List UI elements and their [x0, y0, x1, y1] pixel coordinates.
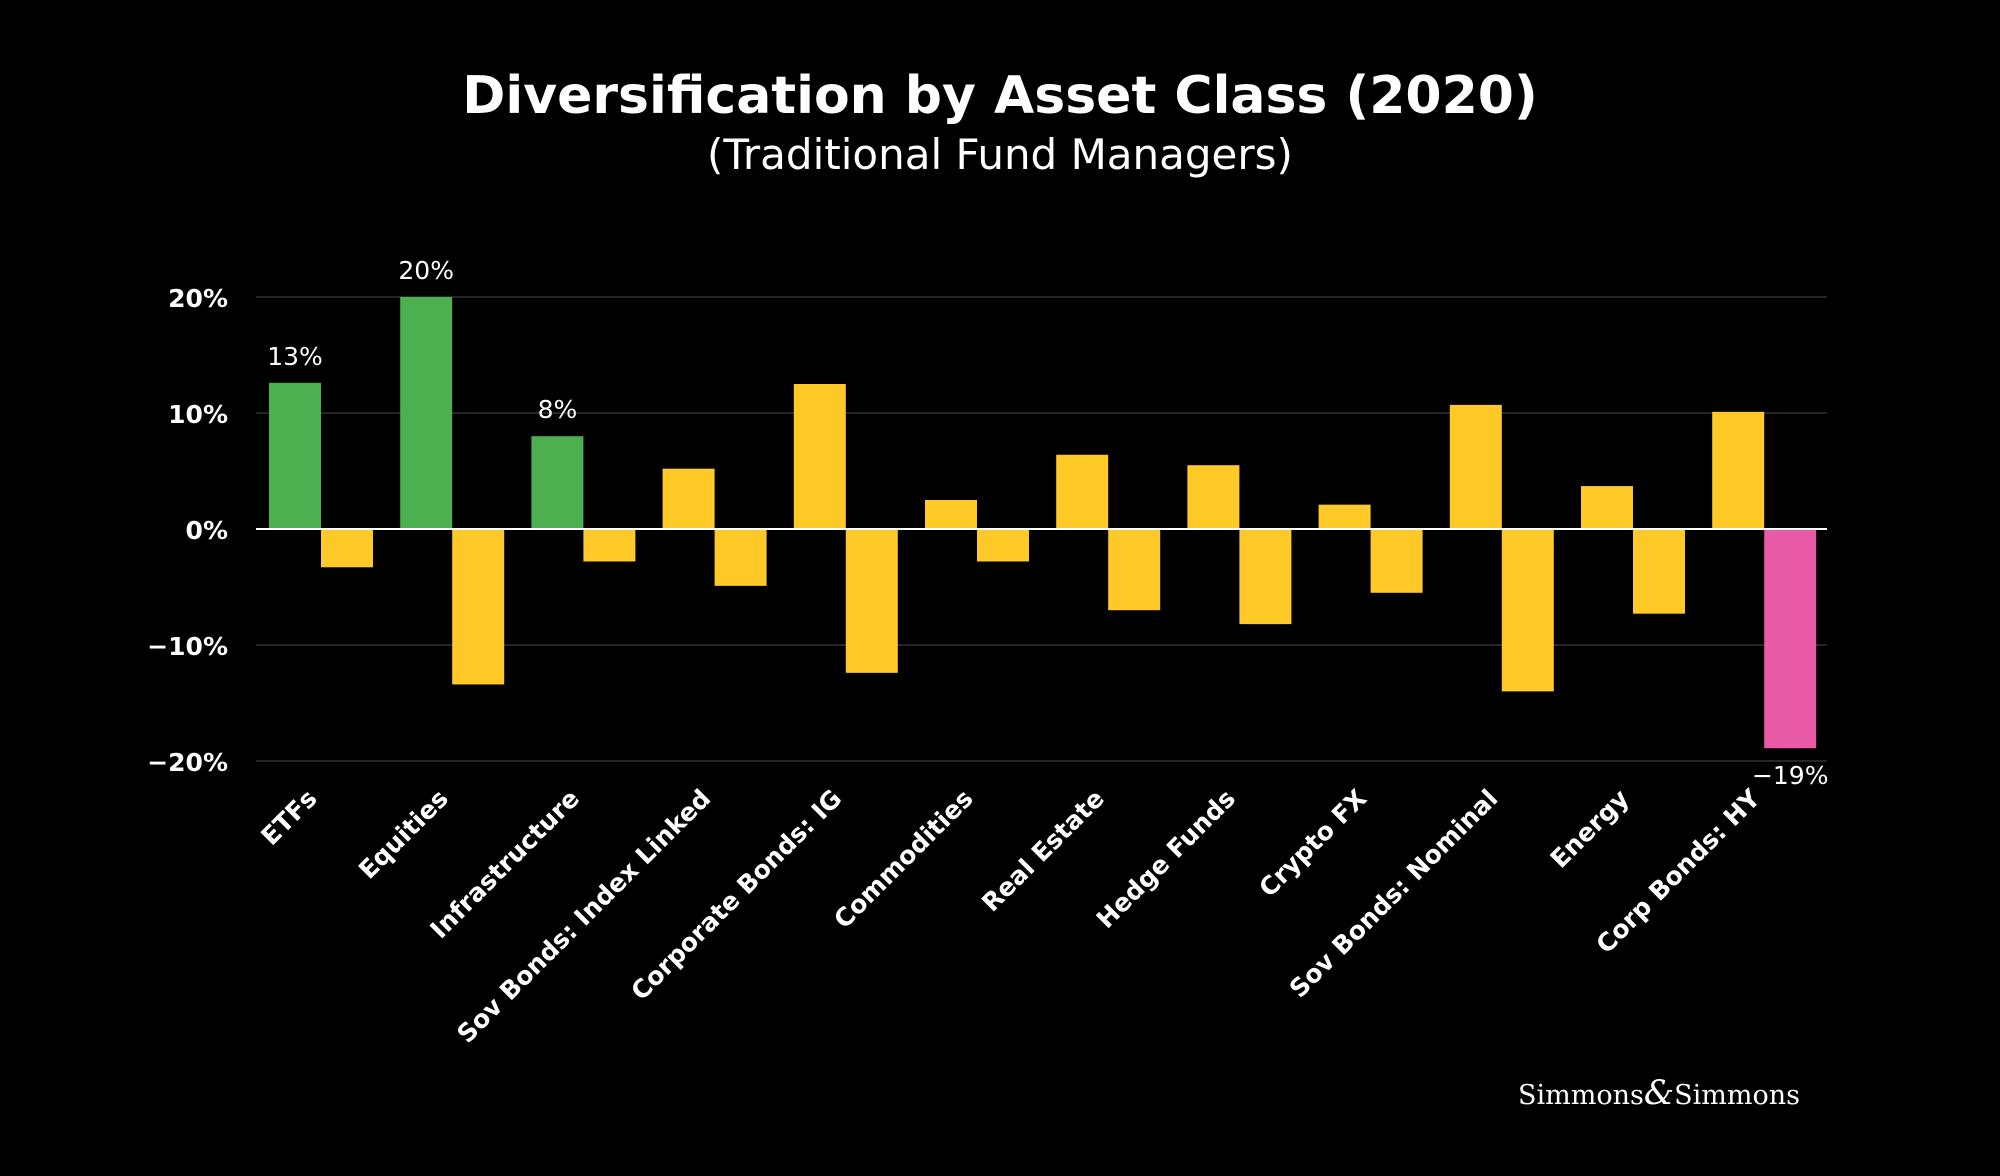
data-label: 20%	[398, 256, 454, 285]
grid-layer	[256, 296, 1827, 762]
bar-8-1	[1370, 529, 1423, 593]
x-tick-label: Corporate Bonds: IG	[625, 784, 847, 1006]
y-tick-label: −10%	[147, 632, 228, 661]
bar-1-0	[400, 297, 453, 529]
brand-name-right: Simmons	[1674, 1080, 1800, 1111]
brand-logo: Simmons&Simmons	[1500, 1073, 1800, 1113]
bar-10-0	[1581, 486, 1633, 529]
x-tick-label: Sov Bonds: Index Linked	[451, 784, 716, 1049]
bars-layer	[269, 297, 1817, 749]
x-tick-label: Energy	[1545, 784, 1635, 874]
bar-11-0	[1712, 411, 1765, 529]
y-tick-label: −20%	[147, 748, 228, 777]
labels-layer: 20%10%0%−10%−20%ETFs EquitiesInfrastructu…	[147, 256, 1828, 1049]
bar-10-1	[1633, 529, 1685, 614]
brand-name-left: Simmons	[1518, 1080, 1644, 1111]
x-tick-label: Hedge Funds	[1091, 784, 1241, 934]
x-tick-label: Equities	[353, 784, 454, 885]
bar-3-0	[662, 468, 715, 529]
chart-title: Diversification by Asset Class (2020)	[462, 66, 1538, 126]
bar-0-1	[321, 529, 373, 568]
data-label: 8%	[538, 395, 578, 424]
bar-2-0	[531, 436, 584, 529]
bar-5-1	[977, 529, 1029, 562]
bar-7-0	[1187, 465, 1240, 529]
bar-8-0	[1318, 504, 1371, 529]
bar-3-1	[714, 529, 767, 586]
brand-ampersand: &	[1643, 1073, 1675, 1113]
y-tick-label: 10%	[168, 400, 228, 429]
bar-2-1	[583, 529, 636, 562]
bar-7-1	[1239, 529, 1292, 625]
bar-9-1	[1501, 529, 1554, 692]
x-tick-label: Crypto FX	[1253, 784, 1372, 903]
x-tick-label: ETFs	[255, 784, 322, 851]
y-tick-label: 0%	[186, 516, 228, 545]
bar-1-1	[452, 529, 505, 685]
data-label: 13%	[267, 342, 323, 371]
data-label: −19%	[1752, 761, 1829, 790]
bar-5-0	[925, 500, 977, 529]
x-tick-label: Real Estate	[976, 784, 1110, 918]
bar-4-0	[793, 384, 846, 529]
bar-0-0	[269, 382, 321, 529]
chart-subtitle: (Traditional Fund Managers)	[707, 130, 1293, 179]
y-tick-label: 20%	[168, 284, 228, 313]
x-tick-label: Commodities	[828, 784, 978, 934]
x-tick-label: Sov Bonds: Nominal	[1284, 784, 1504, 1004]
bar-11-1	[1764, 529, 1817, 749]
bar-9-0	[1449, 404, 1502, 529]
bar-6-1	[1108, 529, 1161, 611]
bar-6-0	[1056, 454, 1109, 529]
bar-4-1	[845, 529, 898, 673]
